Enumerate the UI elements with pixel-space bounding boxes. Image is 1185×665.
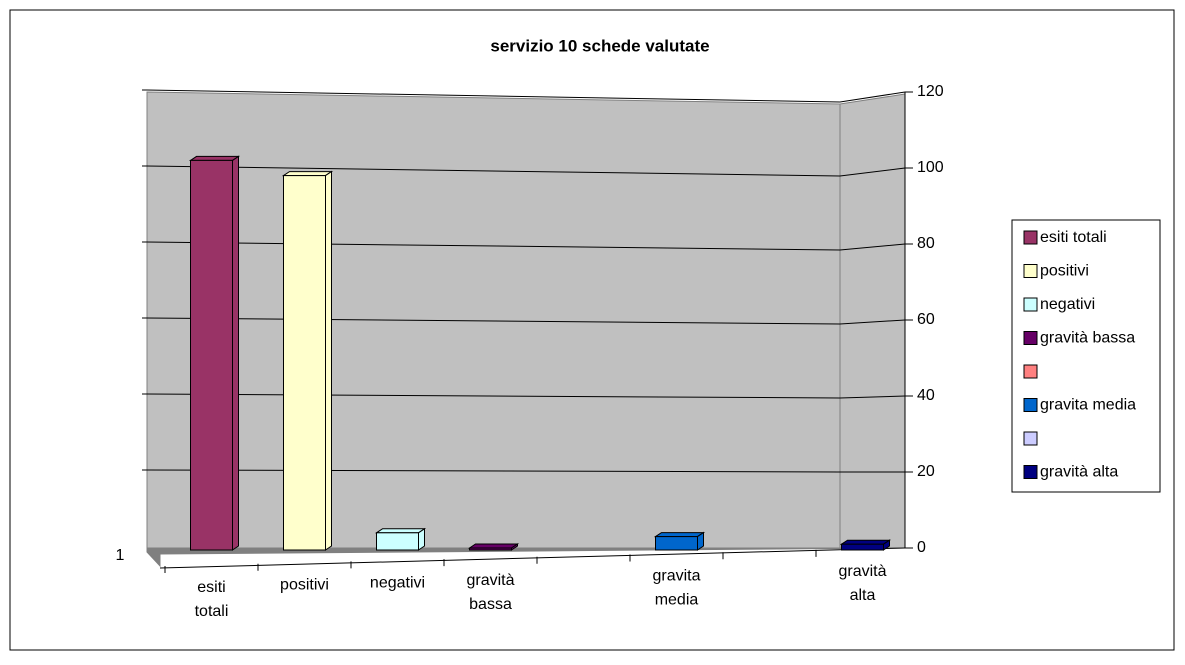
legend-label: negativi [1040, 296, 1095, 313]
y-tick-label: 120 [917, 83, 944, 100]
bar-top [839, 539, 892, 545]
bar-side [232, 155, 239, 551]
bar-side [418, 527, 425, 551]
back-wall [146, 91, 841, 549]
category-axis [159, 547, 906, 569]
legend-label: esiti totali [1040, 229, 1107, 246]
legend-swatch [1023, 264, 1038, 278]
grid-line [146, 317, 906, 325]
bar [376, 532, 419, 551]
legend-label: gravità alta [1040, 464, 1118, 481]
bar [283, 175, 326, 551]
bar-side [325, 170, 332, 551]
legend-label: gravita media [1040, 397, 1136, 414]
x-tick-label: positivi [280, 577, 329, 594]
x-tick-label: gravità bassa [466, 572, 514, 613]
y-tick-label: 40 [917, 387, 935, 404]
bar-top [281, 171, 334, 177]
chart-title: servizio 10 schede valutate [490, 36, 709, 55]
x-tick-label: gravita media [652, 568, 700, 609]
legend-label: gravità bassa [1040, 330, 1135, 347]
legend-label: positivi [1040, 263, 1089, 280]
series-axis-label: 1 [116, 547, 125, 564]
legend-swatch [1023, 465, 1038, 479]
bar-top [374, 528, 427, 534]
x-tick-label: gravità alta [838, 563, 886, 604]
bar [469, 547, 512, 551]
grid-line [146, 469, 905, 473]
y-tick-label: 60 [917, 311, 935, 328]
bar [655, 536, 698, 551]
legend-swatch [1023, 230, 1038, 245]
floor [146, 547, 906, 568]
y-tick-label: 80 [917, 235, 935, 252]
legend-swatch [1023, 398, 1038, 412]
x-tick-label: negativi [370, 575, 425, 592]
legend-swatch [1023, 431, 1038, 446]
bar-top [653, 532, 706, 538]
legend-swatch [1023, 364, 1038, 379]
legend-swatch [1023, 331, 1038, 345]
bar-top [188, 155, 241, 161]
x-tick-label: esiti totali [195, 579, 229, 620]
legend-swatch [1023, 297, 1038, 312]
grid-line [146, 393, 906, 399]
grid-line [146, 165, 906, 177]
legend-box [1011, 219, 1161, 493]
grid-line [146, 241, 906, 251]
y-tick-label: 20 [917, 463, 935, 480]
bar [841, 543, 884, 551]
grid-line [146, 89, 906, 103]
y-tick-label: 100 [917, 159, 944, 176]
bar-top [467, 543, 520, 549]
bar [190, 159, 233, 551]
y-tick-label: 0 [917, 539, 926, 556]
